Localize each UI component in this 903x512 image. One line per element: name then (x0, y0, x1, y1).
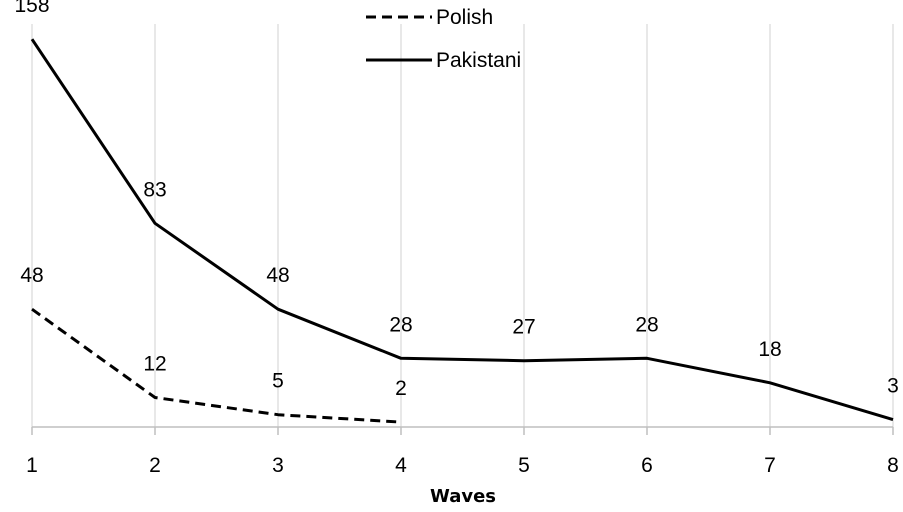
x-tick-label: 6 (641, 454, 653, 477)
x-tick-label: 1 (26, 454, 38, 477)
data-label-pakistani: 48 (266, 264, 289, 287)
series-line-pakistani (30, 38, 894, 422)
vertical-gridlines (31, 24, 894, 427)
data-labels: 48 12 5 2 158 83 48 28 27 28 18 3 (14, 0, 898, 400)
legend-label-polish: Polish (436, 6, 493, 29)
data-label-pakistani: 27 (512, 316, 535, 339)
data-label-pakistani: 3 (887, 375, 899, 398)
data-label-pakistani: 83 (143, 178, 166, 201)
data-label-pakistani: 28 (389, 313, 412, 336)
legend-label-pakistani: Pakistani (436, 49, 521, 72)
x-tick-label: 3 (272, 454, 284, 477)
x-tick-label: 5 (518, 454, 530, 477)
data-label-pakistani: 28 (635, 313, 658, 336)
x-axis-ticks (31, 427, 894, 435)
series-line-polish (31, 307, 402, 424)
series-lines (30, 38, 894, 424)
x-tick-label: 4 (395, 454, 407, 477)
data-label-pakistani: 18 (758, 338, 781, 361)
legend: Polish Pakistani (366, 6, 521, 72)
x-axis-tick-labels: 1 2 3 4 5 6 7 8 (26, 454, 899, 477)
data-label-polish: 48 (20, 264, 43, 287)
x-axis-title: Waves (430, 486, 496, 507)
data-label-polish: 12 (143, 353, 166, 376)
x-tick-label: 2 (149, 454, 161, 477)
data-label-pakistani: 158 (14, 0, 49, 17)
x-tick-label: 7 (764, 454, 776, 477)
x-tick-label: 8 (887, 454, 899, 477)
data-label-polish: 5 (272, 370, 284, 393)
data-label-polish: 2 (395, 377, 407, 400)
